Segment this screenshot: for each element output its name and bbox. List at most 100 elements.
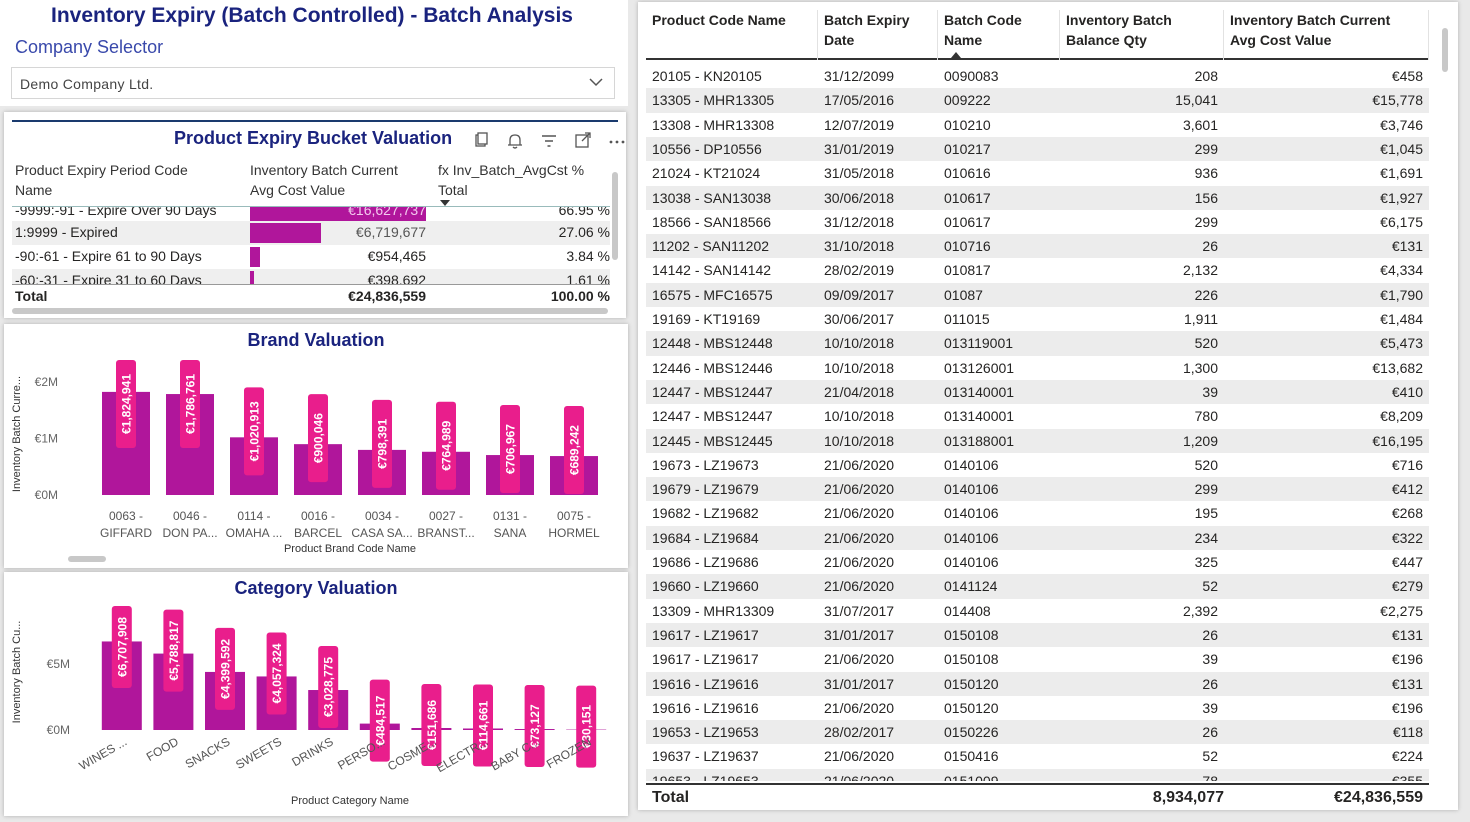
- x-tick-label: FOOD: [144, 734, 181, 764]
- table-row[interactable]: 16575 - MFC16575 09/09/2017 01087 226 €1,790: [646, 282, 1429, 307]
- table-row[interactable]: 19169 - KT19169 30/06/2017 011015 1,911 €1,4…: [646, 307, 1429, 331]
- balance-qty-cell: 26: [1202, 626, 1218, 643]
- x-tick-label: GIFFARD: [100, 526, 152, 540]
- x-tick-label: SNACKS: [183, 734, 233, 771]
- table-row[interactable]: 19673 - LZ19673 21/06/2020 0140106 520 €716: [646, 453, 1429, 477]
- avg-cost-cell: €131: [1391, 626, 1423, 643]
- y-tick-label: €0M: [47, 723, 70, 737]
- expiry-date-cell: 21/06/2020: [824, 529, 895, 546]
- data-label: €30,151: [580, 705, 594, 749]
- expiry-date-cell: 10/10/2018: [824, 432, 895, 449]
- table-row[interactable]: 19637 - LZ19637 21/06/2020 0150416 52 €224: [646, 744, 1429, 768]
- table-row[interactable]: 20105 - KN20105 31/12/2099 0090083 208 €458: [646, 64, 1429, 88]
- table-row[interactable]: 13038 - SAN13038 30/06/2018 010617 156 €1,92…: [646, 185, 1429, 210]
- x-tick-label: 0027 -: [429, 509, 463, 523]
- table-row[interactable]: 19617 - LZ19617 31/01/2017 0150108 26 €131: [646, 622, 1429, 648]
- page-title: Inventory Expiry (Batch Controlled) - Ba…: [51, 4, 573, 27]
- column-header[interactable]: Batch Expiry Date: [818, 10, 938, 60]
- batch-code-cell: 010616: [944, 165, 991, 182]
- avg-cost-cell: €1,790: [1380, 286, 1423, 303]
- product-code-cell: 19684 - LZ19684: [652, 529, 759, 546]
- data-label: €689,242: [568, 425, 582, 475]
- table-row[interactable]: 19653 - LZ19653 21/06/2020 0151009 78 €355: [646, 768, 1429, 781]
- expiry-date-cell: 21/06/2020: [824, 651, 895, 668]
- expiry-date-cell: 17/05/2016: [824, 92, 895, 109]
- table-row[interactable]: 19682 - LZ19682 21/06/2020 0140106 195 €268: [646, 501, 1429, 525]
- data-label: €1,824,941: [120, 374, 134, 434]
- column-header-period[interactable]: Product Expiry Period Code Name: [15, 162, 188, 198]
- x-tick-label: 0131 -: [493, 509, 527, 523]
- expiry-bucket-row[interactable]: -60:-31 - Expire 31 to 60 Days €398,692 1.…: [12, 269, 610, 284]
- y-tick-label: €0M: [35, 488, 58, 502]
- balance-qty-cell: 1,300: [1182, 359, 1218, 376]
- table-row[interactable]: 19616 - LZ19616 21/06/2020 0150120 39 €196: [646, 696, 1429, 720]
- table-row[interactable]: 12447 - MBS12447 10/10/2018 013140001 780 €8…: [646, 404, 1429, 428]
- table-row[interactable]: 19686 - LZ19686 21/06/2020 0140106 325 €447: [646, 550, 1429, 574]
- column-header-avg-cost[interactable]: Inventory Batch Current Avg Cost Value: [250, 162, 398, 198]
- expiry-bucket-row[interactable]: -90:-61 - Expire 61 to 90 Days €954,465 3.…: [12, 245, 610, 269]
- company-dropdown[interactable]: Demo Company Ltd.: [11, 67, 615, 99]
- table-row[interactable]: 13305 - MHR13305 17/05/2016 009222 15,041 €1…: [646, 88, 1429, 113]
- data-label: €73,127: [528, 704, 542, 748]
- expand-icon[interactable]: [571, 132, 595, 150]
- avg-cost-cell: €1,484: [1380, 311, 1423, 327]
- table-row[interactable]: 18566 - SAN18566 31/12/2018 010617 299 €6,17…: [646, 210, 1429, 234]
- avg-cost-cell: €447: [1391, 554, 1423, 570]
- table-row[interactable]: 19684 - LZ19684 21/06/2020 0140106 234 €322: [646, 525, 1429, 550]
- batch-code-cell: 013119001: [944, 335, 1014, 352]
- horizontal-scrollbar[interactable]: [68, 556, 106, 562]
- table-row[interactable]: 12446 - MBS12446 10/10/2018 013126001 1,300…: [646, 356, 1429, 380]
- horizontal-scrollbar[interactable]: [12, 308, 608, 314]
- table-row[interactable]: 19617 - LZ19617 21/06/2020 0150108 39 €196: [646, 647, 1429, 671]
- batch-code-cell: 0140106: [944, 481, 999, 498]
- table-row[interactable]: 12447 - MBS12447 21/04/2018 013140001 39 €41…: [646, 379, 1429, 405]
- balance-qty-cell: 26: [1202, 675, 1218, 692]
- table-row[interactable]: 13309 - MHR13309 31/07/2017 014408 2,392 €2,…: [646, 599, 1429, 623]
- batch-code-cell: 013188001: [944, 432, 1015, 449]
- table-row[interactable]: 10556 - DP10556 31/01/2019 010217 299 €1,045: [646, 136, 1429, 162]
- table-row[interactable]: 12448 - MBS12448 10/10/2018 013119001 520 €5…: [646, 331, 1429, 356]
- table-row[interactable]: 14142 - SAN14142 28/02/2019 010817 2,132 €4,…: [646, 258, 1429, 282]
- table-row[interactable]: 11202 - SAN11202 31/10/2018 010716 26 €131: [646, 234, 1429, 259]
- batch-code-cell: 0150120: [944, 699, 999, 716]
- expiry-date-cell: 31/01/2017: [824, 626, 895, 643]
- table-row[interactable]: 19616 - LZ19616 31/01/2017 0150120 26 €131: [646, 671, 1429, 696]
- total-value: €24,836,559: [348, 288, 426, 304]
- batch-code-cell: 014408: [944, 602, 991, 619]
- table-row[interactable]: 12445 - MBS12445 10/10/2018 013188001 1,209…: [646, 428, 1429, 453]
- table-row[interactable]: 19660 - LZ19660 21/06/2020 0141124 52 €279: [646, 574, 1429, 599]
- column-header[interactable]: Product Code Name: [646, 10, 818, 60]
- data-label: €484,517: [373, 695, 387, 745]
- table-row[interactable]: 19679 - LZ19679 21/06/2020 0140106 299 €412: [646, 477, 1429, 502]
- batch-total-label: Total: [652, 789, 690, 806]
- balance-qty-cell: 299: [1194, 140, 1218, 157]
- table-row[interactable]: 19653 - LZ19653 28/02/2017 0150226 26 €118: [646, 720, 1429, 745]
- copy-icon[interactable]: [469, 132, 493, 150]
- table-row[interactable]: 13308 - MHR13308 12/07/2019 010210 3,601 €3,…: [646, 113, 1429, 137]
- balance-qty-cell: 156: [1194, 189, 1218, 206]
- balance-qty-cell: 520: [1194, 456, 1218, 473]
- product-code-cell: 20105 - KN20105: [652, 68, 762, 84]
- vertical-scrollbar[interactable]: [612, 172, 618, 260]
- avg-cost-value: €954,465: [367, 248, 426, 264]
- column-header[interactable]: Inventory Batch Current Avg Cost Value: [1224, 10, 1429, 60]
- balance-qty-cell: 26: [1202, 724, 1218, 741]
- product-code-cell: 13309 - MHR13309: [652, 602, 775, 619]
- column-header[interactable]: Batch Code Name: [938, 10, 1060, 60]
- vertical-scrollbar[interactable]: [1442, 28, 1448, 72]
- table-row[interactable]: 21024 - KT21024 31/05/2018 010616 936 €1,691: [646, 161, 1429, 185]
- column-header[interactable]: Inventory Batch Balance Qty: [1060, 10, 1224, 60]
- column-header-pct-total[interactable]: fx Inv_Batch_AvgCst % Total: [438, 162, 585, 198]
- more-options-icon[interactable]: [605, 132, 629, 150]
- filter-icon[interactable]: [537, 132, 561, 150]
- balance-qty-cell: 299: [1194, 213, 1218, 230]
- expiry-date-cell: 31/01/2019: [824, 140, 895, 157]
- product-code-cell: 12445 - MBS12445: [652, 432, 773, 449]
- product-code-cell: 16575 - MFC16575: [652, 286, 773, 303]
- batch-code-cell: 011015: [944, 311, 990, 327]
- expiry-bucket-row[interactable]: -9999:-91 - Expire Over 90 Days €16,627,7…: [12, 207, 610, 223]
- bell-icon[interactable]: [503, 132, 527, 150]
- expiry-bucket-row[interactable]: 1:9999 - Expired €6,719,677 27.06 %: [12, 221, 610, 245]
- balance-qty-cell: 1,209: [1182, 432, 1218, 449]
- expiry-date-cell: 09/09/2017: [824, 286, 895, 303]
